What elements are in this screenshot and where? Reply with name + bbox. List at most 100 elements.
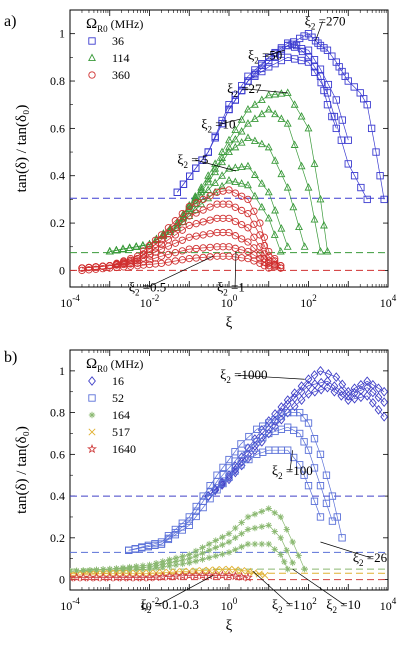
data-point-52 [316, 482, 325, 490]
data-point-16 [356, 379, 365, 390]
data-point-360 [157, 252, 166, 260]
data-point-114 [112, 245, 121, 254]
data-point-164 [225, 530, 233, 537]
data-point-360 [250, 251, 258, 259]
data-point-52 [213, 486, 221, 494]
series-36 [70, 30, 388, 204]
annotation-leader [234, 251, 237, 288]
data-point-360 [256, 254, 264, 263]
data-point-164 [281, 558, 288, 566]
data-point-517 [261, 571, 269, 579]
data-point-114 [218, 171, 226, 179]
data-point-16 [368, 397, 377, 408]
data-point-164 [258, 540, 266, 548]
data-point-36 [344, 160, 352, 168]
data-point-16 [356, 392, 365, 403]
data-point-52 [304, 446, 313, 454]
panel-label: b) [4, 349, 17, 366]
data-point-16 [350, 383, 359, 394]
data-point-16 [283, 407, 292, 418]
data-point-360 [185, 254, 193, 263]
annotation-label: ξ2 =1 [272, 597, 300, 615]
data-point-114 [244, 161, 252, 170]
data-point-114 [225, 164, 233, 172]
data-point-114 [316, 194, 325, 203]
data-point-16 [237, 457, 246, 467]
data-point-114 [295, 222, 303, 231]
data-point-360 [126, 258, 135, 266]
curve-line-360 [81, 255, 269, 271]
annotation-leader [265, 49, 285, 57]
chart-panel-1: a) 10-4 10-2 100 102 104 0 0.2 0.4 0.6 0.8 1 ξ tan(δ)… [4, 9, 397, 331]
data-point-360 [145, 251, 154, 259]
data-point-360 [225, 228, 233, 237]
series-164 [70, 505, 388, 575]
data-point-164 [199, 556, 206, 563]
data-point-16 [304, 374, 313, 385]
annotation-xi05: ξ2 =0.5 [129, 255, 214, 298]
data-point-114 [250, 100, 259, 108]
data-point-164 [179, 560, 186, 568]
data-point-360 [171, 217, 180, 225]
data-point-114 [244, 133, 252, 141]
annotation-label: ξ2 = 5 [177, 152, 208, 170]
data-point-36 [304, 58, 313, 66]
data-point-517 [205, 566, 213, 574]
data-point-114 [218, 181, 226, 190]
data-point-164 [244, 526, 252, 533]
data-point-360 [256, 259, 264, 267]
data-point-52 [296, 461, 304, 469]
legend-label-114: 114 [112, 51, 130, 65]
data-point-16 [350, 388, 359, 399]
data-point-36 [350, 172, 359, 180]
data-point-1640 [190, 570, 201, 580]
data-point-36 [297, 45, 306, 53]
data-point-360 [178, 209, 186, 218]
data-point-36 [179, 180, 188, 188]
data-point-360 [178, 236, 186, 244]
data-point-164 [192, 557, 200, 565]
data-point-360 [185, 233, 193, 241]
data-point-36 [173, 188, 181, 196]
data-point-36 [311, 37, 320, 45]
data-point-16 [380, 386, 388, 397]
annotation-xi1000: ξ2 =1000 [220, 367, 305, 385]
series-group [70, 365, 388, 582]
x-axis-title: ξ [226, 618, 233, 634]
data-point-164 [244, 540, 252, 548]
data-point-164 [152, 564, 160, 572]
data-point-517 [255, 570, 263, 578]
data-point-164 [251, 540, 259, 548]
series-360 [70, 186, 388, 275]
annotation-xi1b: ξ2 =1 [252, 570, 300, 615]
data-point-36 [186, 172, 194, 180]
data-point-114 [231, 134, 240, 143]
data-point-114 [132, 242, 141, 250]
data-point-114 [310, 215, 319, 223]
data-point-517 [225, 565, 233, 573]
data-point-36 [376, 172, 384, 180]
data-point-360 [113, 263, 121, 272]
legend-marker-52 [88, 394, 96, 402]
data-point-36 [297, 56, 306, 65]
data-point-16 [304, 388, 313, 399]
data-point-16 [277, 407, 286, 418]
data-point-360 [250, 220, 258, 228]
data-point-1640 [243, 572, 253, 582]
data-point-114 [204, 185, 213, 193]
annotation-xi270: ξ2 =270 [305, 13, 345, 41]
data-point-114 [304, 183, 313, 191]
data-point-114 [166, 227, 175, 235]
data-point-360 [237, 192, 246, 200]
data-point-1640 [157, 571, 168, 581]
data-point-164 [212, 537, 219, 544]
data-point-114 [197, 187, 206, 196]
legend: ΩR0 (MHz)16 52 164 517 1640 [86, 356, 143, 456]
data-point-360 [260, 250, 268, 258]
data-point-360 [192, 232, 200, 240]
data-point-164 [265, 540, 272, 548]
data-point-36 [328, 52, 336, 60]
data-point-16 [330, 386, 339, 397]
y-tick-label: 0.2 [50, 531, 65, 545]
